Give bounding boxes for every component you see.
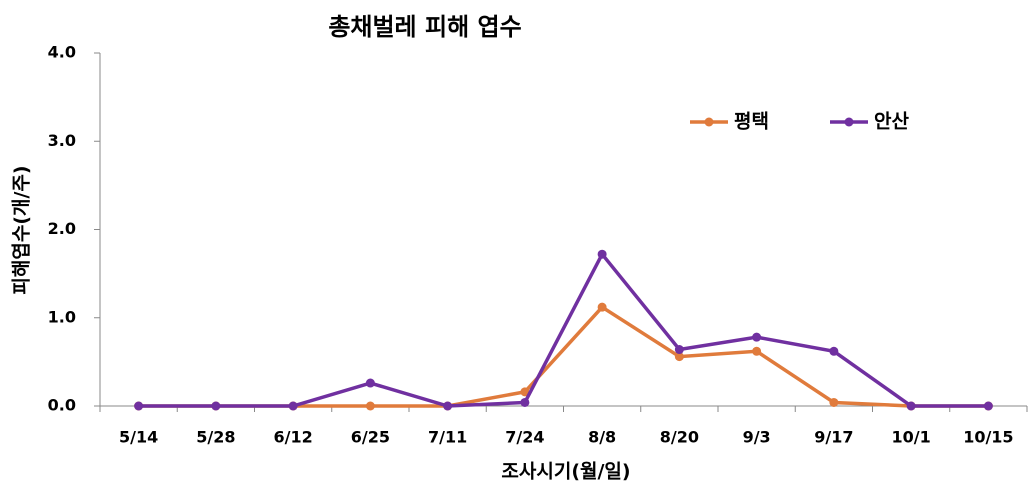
data-point: [829, 346, 839, 356]
y-tick-label: 4.0: [48, 43, 76, 62]
data-point: [443, 401, 453, 411]
data-point: [597, 302, 607, 312]
y-axis-label: 피해엽수(개/주): [11, 165, 33, 294]
series-line: [138, 251, 989, 408]
data-point: [983, 401, 993, 411]
data-point: [520, 387, 530, 397]
x-tick-label: 7/24: [505, 428, 544, 447]
x-tick-label: 9/3: [743, 428, 771, 447]
legend-marker: [844, 117, 854, 127]
y-tick-label: 3.0: [48, 131, 76, 150]
legend-label: 안산: [874, 111, 909, 133]
data-point: [597, 249, 607, 259]
chart-title: 총채벌레 피해 엽수: [328, 13, 521, 41]
x-tick-label: 5/28: [196, 428, 235, 447]
x-tick-label: 10/15: [963, 428, 1013, 447]
x-tick-label: 9/17: [814, 428, 853, 447]
x-tick-label: 8/8: [588, 428, 616, 447]
x-tick-label: 6/12: [274, 428, 313, 447]
x-tick-label: 10/1: [892, 428, 931, 447]
x-axis-label: 조사시기(월/일): [501, 461, 630, 483]
data-point: [365, 401, 375, 411]
data-point: [365, 378, 375, 388]
x-tick-label: 5/14: [119, 428, 158, 447]
data-point: [288, 401, 298, 411]
y-tick-label: 2.0: [48, 219, 76, 238]
data-point: [829, 397, 839, 407]
y-tick-label: 0.0: [48, 396, 76, 415]
data-point: [674, 345, 684, 355]
data-point: [520, 397, 530, 407]
legend-marker: [704, 117, 714, 127]
data-point: [906, 401, 916, 411]
data-point: [752, 346, 762, 356]
data-point: [134, 401, 144, 411]
x-tick-label: 6/25: [351, 428, 390, 447]
legend-label: 평택: [734, 111, 769, 133]
data-point: [674, 352, 684, 362]
data-point: [211, 401, 221, 411]
data-point: [752, 332, 762, 342]
y-tick-label: 1.0: [48, 307, 76, 326]
x-tick-label: 8/20: [660, 428, 699, 447]
series-line: [138, 304, 989, 408]
x-tick-label: 7/11: [428, 428, 467, 447]
